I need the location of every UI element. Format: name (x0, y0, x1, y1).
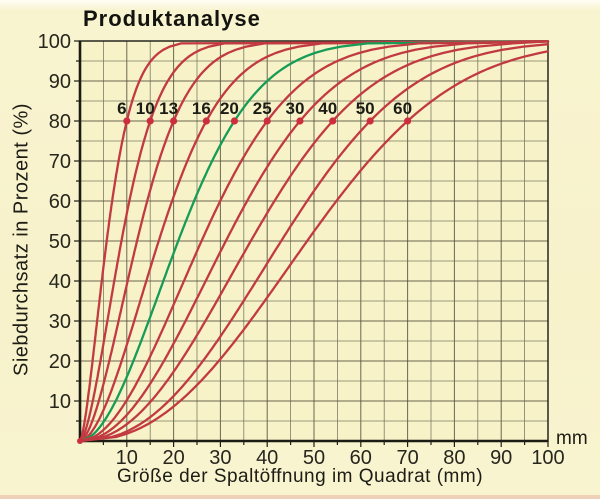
y-tick-label: 40 (49, 271, 71, 293)
dot-80pct-gap-60mm (404, 117, 412, 125)
curve-gap-60mm (78, 50, 550, 443)
curve-gap-6mm (78, 40, 550, 443)
origin-dot (77, 438, 83, 444)
dot-80pct-gap-50mm (366, 117, 374, 125)
curve-label-10: 10 (136, 99, 155, 118)
curve-label-20: 20 (220, 99, 239, 118)
x-axis-unit-label: mm (556, 428, 588, 449)
y-tick-label: 80 (49, 111, 71, 133)
y-tick-label: 100 (38, 31, 71, 53)
product-curves (78, 40, 550, 443)
y-tick-label: 60 (49, 191, 71, 213)
x-tick-label: 20 (162, 447, 184, 469)
x-tick-label: 30 (209, 447, 231, 469)
grid-lines (80, 41, 548, 441)
x-tick-label: 70 (396, 447, 418, 469)
curve-gap-25mm (78, 40, 550, 443)
x-tick-label: 90 (490, 447, 512, 469)
curve-gap-30mm (78, 40, 550, 443)
dot-80pct-gap-6mm (123, 117, 131, 125)
dot-80pct-gap-16mm (202, 117, 210, 125)
tick-labels: 10 20 30 40 50 60 70 80 90 100 10 20 30 40 50 60 70 80 90 1… (38, 31, 565, 469)
y-tick-label: 30 (49, 311, 71, 333)
curve-label-6: 6 (117, 99, 126, 118)
x-tick-label: 100 (531, 447, 564, 469)
y-tick-label: 10 (49, 391, 71, 413)
curve-gap-10mm (78, 40, 550, 443)
y-tick-label: 50 (49, 231, 71, 253)
dot-80pct-gap-40mm (329, 117, 337, 125)
x-tick-label: 50 (303, 447, 325, 469)
curve-label-40: 40 (318, 99, 337, 118)
chart-title: Produktanalyse (83, 6, 261, 31)
dot-80pct-gap-30mm (296, 117, 304, 125)
x-tick-label: 10 (116, 447, 138, 469)
y-tick-label: 20 (49, 351, 71, 373)
curve-gap-20mm (78, 40, 550, 443)
curve-gap-13mm (78, 40, 550, 443)
dot-80pct-gap-13mm (170, 117, 178, 125)
curve-gap-40mm (78, 40, 550, 443)
curve-label-25: 25 (253, 99, 272, 118)
curve-label-30: 30 (285, 99, 304, 118)
x-axis-title: Größe der Spaltöffnung im Quadrat (mm) (116, 466, 484, 487)
marker-dots-80pct (123, 117, 412, 125)
curve-labels: 6 10 13 16 20 25 30 40 50 60 (117, 99, 412, 118)
dot-80pct-gap-25mm (263, 117, 271, 125)
curve-label-16: 16 (192, 99, 211, 118)
curve-gap-50mm (78, 43, 550, 443)
y-tick-label: 70 (49, 151, 71, 173)
curve-label-13: 13 (159, 99, 178, 118)
curve-gap-16mm (78, 40, 550, 443)
curve-label-50: 50 (356, 99, 375, 118)
y-tick-label: 90 (49, 71, 71, 93)
x-tick-label: 60 (350, 447, 372, 469)
dot-80pct-gap-20mm (230, 117, 239, 125)
y-axis-title: Siebdurchsatz in Prozent (%) (10, 103, 33, 377)
x-tick-label: 40 (256, 447, 278, 469)
x-tick-label: 80 (443, 447, 465, 469)
curve-label-60: 60 (393, 99, 412, 118)
scan-edge-artifact (0, 495, 600, 499)
tick-marks (74, 40, 549, 447)
dot-80pct-gap-10mm (146, 117, 154, 125)
